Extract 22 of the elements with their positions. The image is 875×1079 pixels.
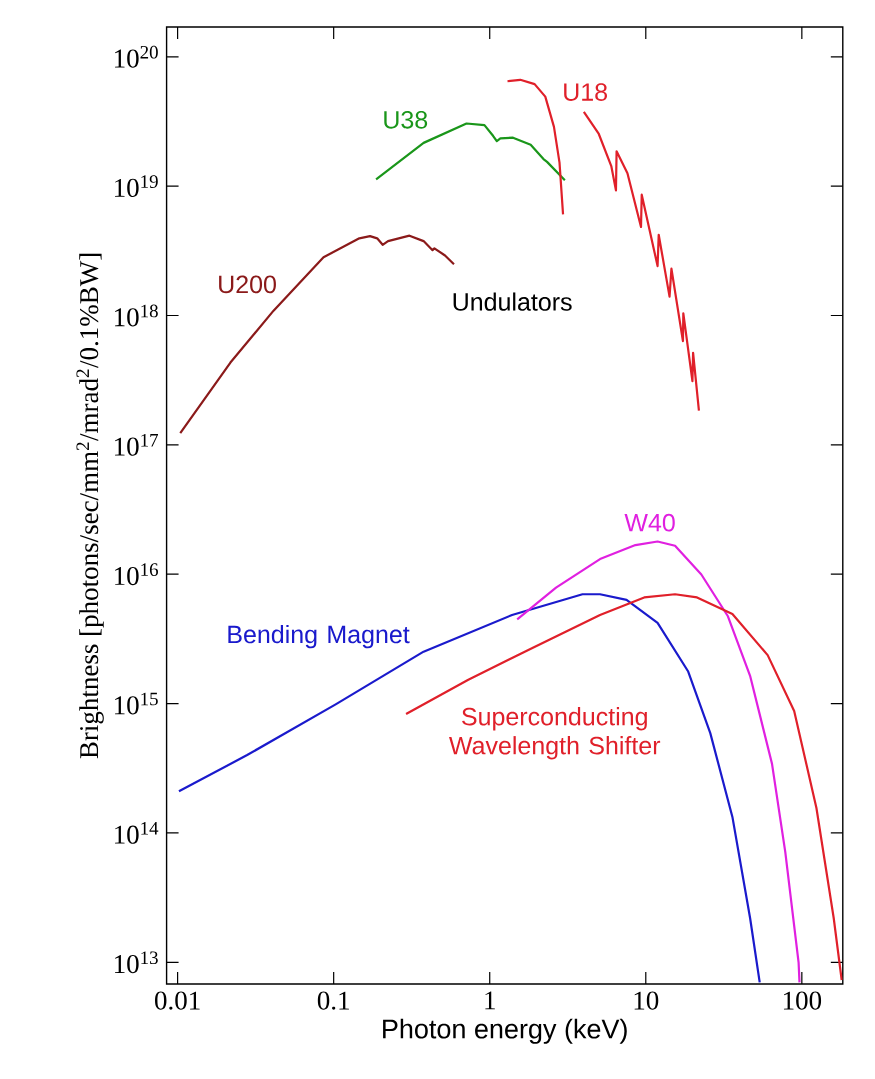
y-tick-label: 10$^{15}$ [115,692,158,715]
y-tick-label: 10$^{16}$ [115,563,158,586]
x-tick-label: 0.01 [155,991,200,1010]
series-label: W40 [624,513,675,532]
x-tick-label: 10 [634,991,659,1010]
x-tick-label: 0.1 [317,991,349,1010]
y-tick-label: 10$^{18}$ [115,304,158,327]
x-tick-label: 1 [485,991,495,1010]
series-label: Superconducting Wavelength Shifter [449,707,661,760]
annotation: Undulators [453,292,572,311]
series-label: U200 [219,275,276,294]
series-label: U38 [384,110,428,129]
y-tick-label: 10$^{13}$ [115,951,158,974]
x-axis-title: Photon energy (keV) [383,1018,627,1044]
y-tick-label: 10$^{14}$ [115,822,159,844]
x-tick-label: 100 [783,991,822,1010]
y-tick-label: 10$^{20}$ [115,45,158,68]
y-tick-label: 10$^{17}$ [115,433,159,456]
series-label: U18 [564,83,607,101]
y-axis-title: Brightness [photons/sec/mm$^{2}$/mrad$^{2}$/0.1%BW] [76,253,104,759]
y-tick-label: 10$^{19}$ [115,175,158,198]
series-label: Bending Magnet [228,624,410,649]
